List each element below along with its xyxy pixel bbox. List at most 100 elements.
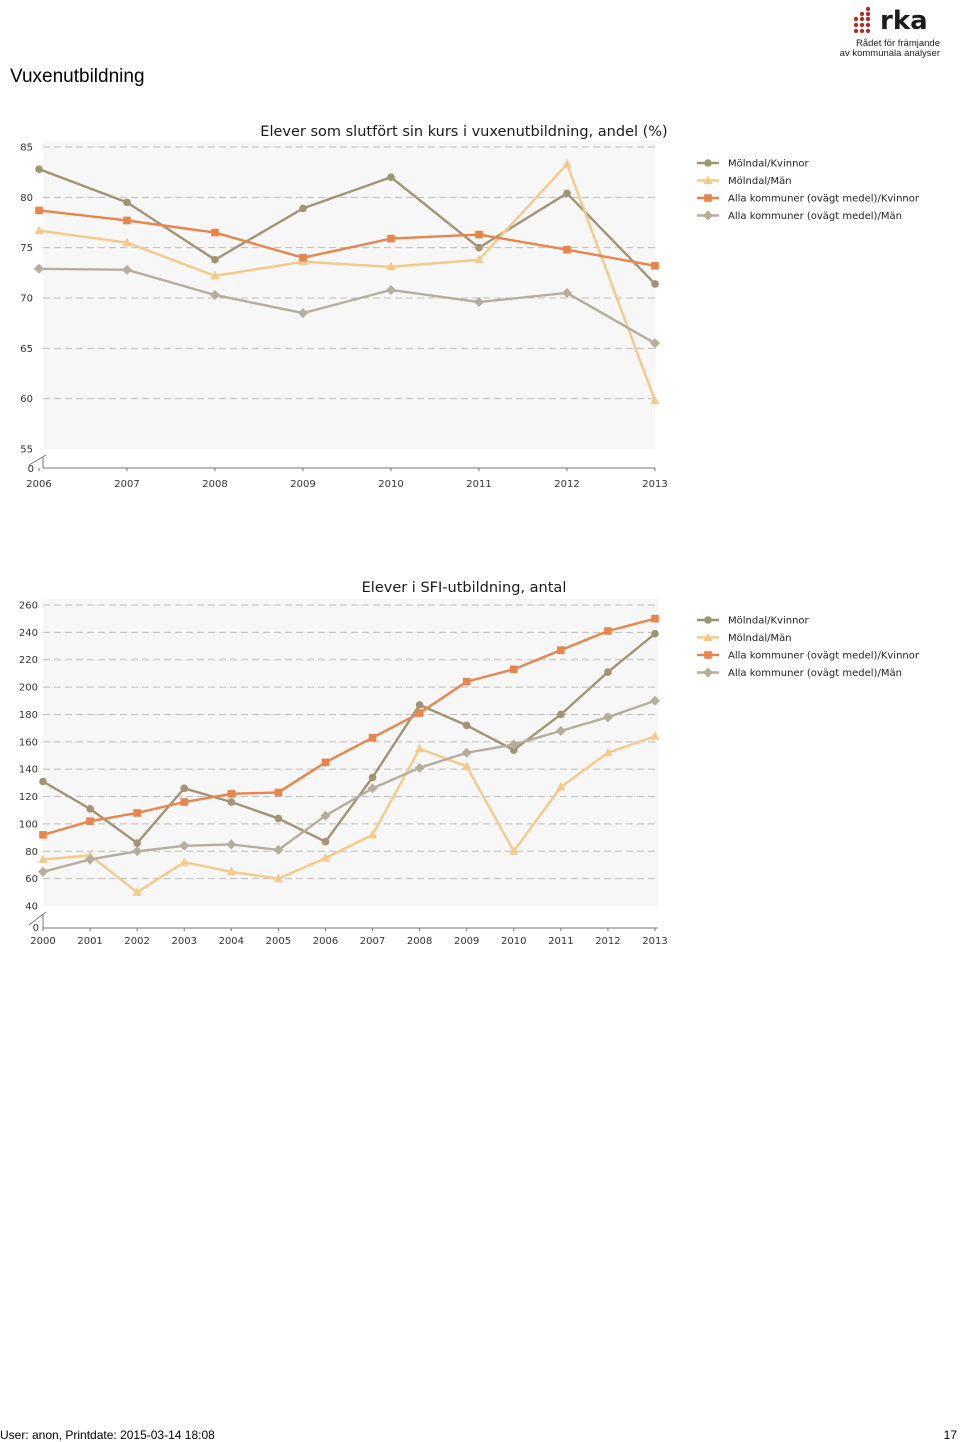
axis-break-mark <box>28 454 47 466</box>
legend-label: Alla kommuner (ovägt medel)/Kvinnor <box>728 194 920 205</box>
series-3 <box>39 614 659 839</box>
y-tick-label: 140 <box>19 765 38 776</box>
data-point <box>320 810 331 821</box>
data-point <box>462 761 472 770</box>
data-point <box>651 280 659 288</box>
data-point <box>462 721 471 730</box>
data-point <box>462 677 471 686</box>
series-2 <box>34 159 660 405</box>
data-point <box>368 773 377 782</box>
data-point <box>179 857 189 866</box>
completion-rate-chart: 55 60 65 70 75 80 85 0 2006 2007 2008 2009 2010 2011 2… <box>20 124 920 490</box>
data-point <box>35 206 43 215</box>
data-point <box>509 665 518 674</box>
series-line <box>42 632 656 845</box>
data-point <box>562 159 572 168</box>
x-tick-label: 2006 <box>313 936 338 947</box>
y-axis-zero-label: 0 <box>28 464 34 475</box>
y-tick-label: 240 <box>19 628 38 639</box>
legend-item: Mölndal/Män <box>697 632 792 644</box>
data-point <box>475 230 483 239</box>
data-point <box>387 234 395 243</box>
data-point <box>274 814 283 823</box>
data-point <box>509 746 518 754</box>
series-line <box>42 735 656 894</box>
logo-dots-icon <box>853 6 871 34</box>
legend-marker <box>703 632 713 641</box>
data-point <box>461 747 472 758</box>
data-point <box>122 237 132 247</box>
series-3 <box>35 206 659 270</box>
series-line <box>42 617 656 837</box>
data-point <box>298 308 308 319</box>
data-point <box>650 695 660 706</box>
x-tick-label: 2013 <box>642 479 667 490</box>
data-point <box>475 243 483 252</box>
data-point <box>387 173 395 181</box>
data-point <box>132 846 143 857</box>
series-line <box>38 209 656 267</box>
x-tick-label: 2001 <box>77 936 102 947</box>
data-point <box>211 228 219 237</box>
data-point <box>35 165 43 173</box>
series-2 <box>38 731 660 896</box>
x-tick-label: 2000 <box>30 936 55 947</box>
data-point <box>179 840 190 851</box>
y-tick-label: 160 <box>19 737 38 748</box>
data-point <box>321 758 330 767</box>
x-tick-label: 2008 <box>407 936 432 947</box>
x-tick-label: 2007 <box>360 936 385 947</box>
data-point <box>273 844 284 855</box>
x-tick-label: 2003 <box>172 936 197 947</box>
chart-title: Elever i SFI-utbildning, antal <box>362 580 567 596</box>
data-point <box>34 225 44 235</box>
data-point <box>474 297 484 308</box>
data-point <box>299 253 307 262</box>
data-point <box>603 747 613 757</box>
chart-title: Elever som slutfört sin kurs i vuxenutbi… <box>260 124 667 140</box>
y-tick-label: 120 <box>19 792 38 803</box>
data-point <box>123 198 131 207</box>
data-point <box>86 805 94 813</box>
logo-wordmark: rka <box>880 6 928 36</box>
data-point <box>555 725 566 736</box>
legend-label: Alla kommuner (ovägt medel)/Män <box>728 211 902 222</box>
data-point <box>226 839 237 850</box>
series-line <box>38 267 656 345</box>
data-point <box>227 790 236 798</box>
x-tick-label: 2012 <box>595 936 620 947</box>
data-point <box>180 798 189 806</box>
legend-marker <box>704 616 712 624</box>
legend-label: Alla kommuner (ovägt medel)/Män <box>728 668 902 679</box>
x-tick-label: 2006 <box>26 479 51 490</box>
x-tick-label: 2005 <box>266 936 291 947</box>
y-tick-label: 85 <box>20 143 33 154</box>
data-point <box>132 887 142 896</box>
data-point <box>211 255 219 264</box>
data-point <box>122 264 132 275</box>
legend-item: Alla kommuner (ovägt medel)/Män <box>697 210 902 222</box>
data-point <box>368 733 377 742</box>
legend-item: Alla kommuner (ovägt medel)/Män <box>697 667 902 679</box>
series-line <box>38 168 656 285</box>
page-title: Vuxenutbildning <box>10 66 145 87</box>
logo-tagline-2: av kommunala analyser <box>839 48 940 59</box>
data-point <box>651 629 659 638</box>
legend-item: Alla kommuner (ovägt medel)/Kvinnor <box>697 651 920 662</box>
data-point <box>508 739 519 750</box>
x-tick-label: 2004 <box>219 936 244 947</box>
data-point <box>556 781 566 791</box>
page-number: 17 <box>943 1428 957 1442</box>
legend-item: Alla kommuner (ovägt medel)/Kvinnor <box>697 194 920 205</box>
x-tick-label: 2010 <box>501 936 526 947</box>
data-point <box>274 788 283 797</box>
data-point <box>563 189 571 198</box>
data-point <box>38 854 48 863</box>
legend-marker <box>704 194 712 202</box>
axis-break-mark <box>28 911 47 926</box>
x-tick-label: 2013 <box>642 936 667 947</box>
data-point <box>604 668 612 676</box>
data-point <box>85 854 96 865</box>
data-point <box>386 261 396 271</box>
legend-item: Mölndal/Män <box>697 175 792 187</box>
